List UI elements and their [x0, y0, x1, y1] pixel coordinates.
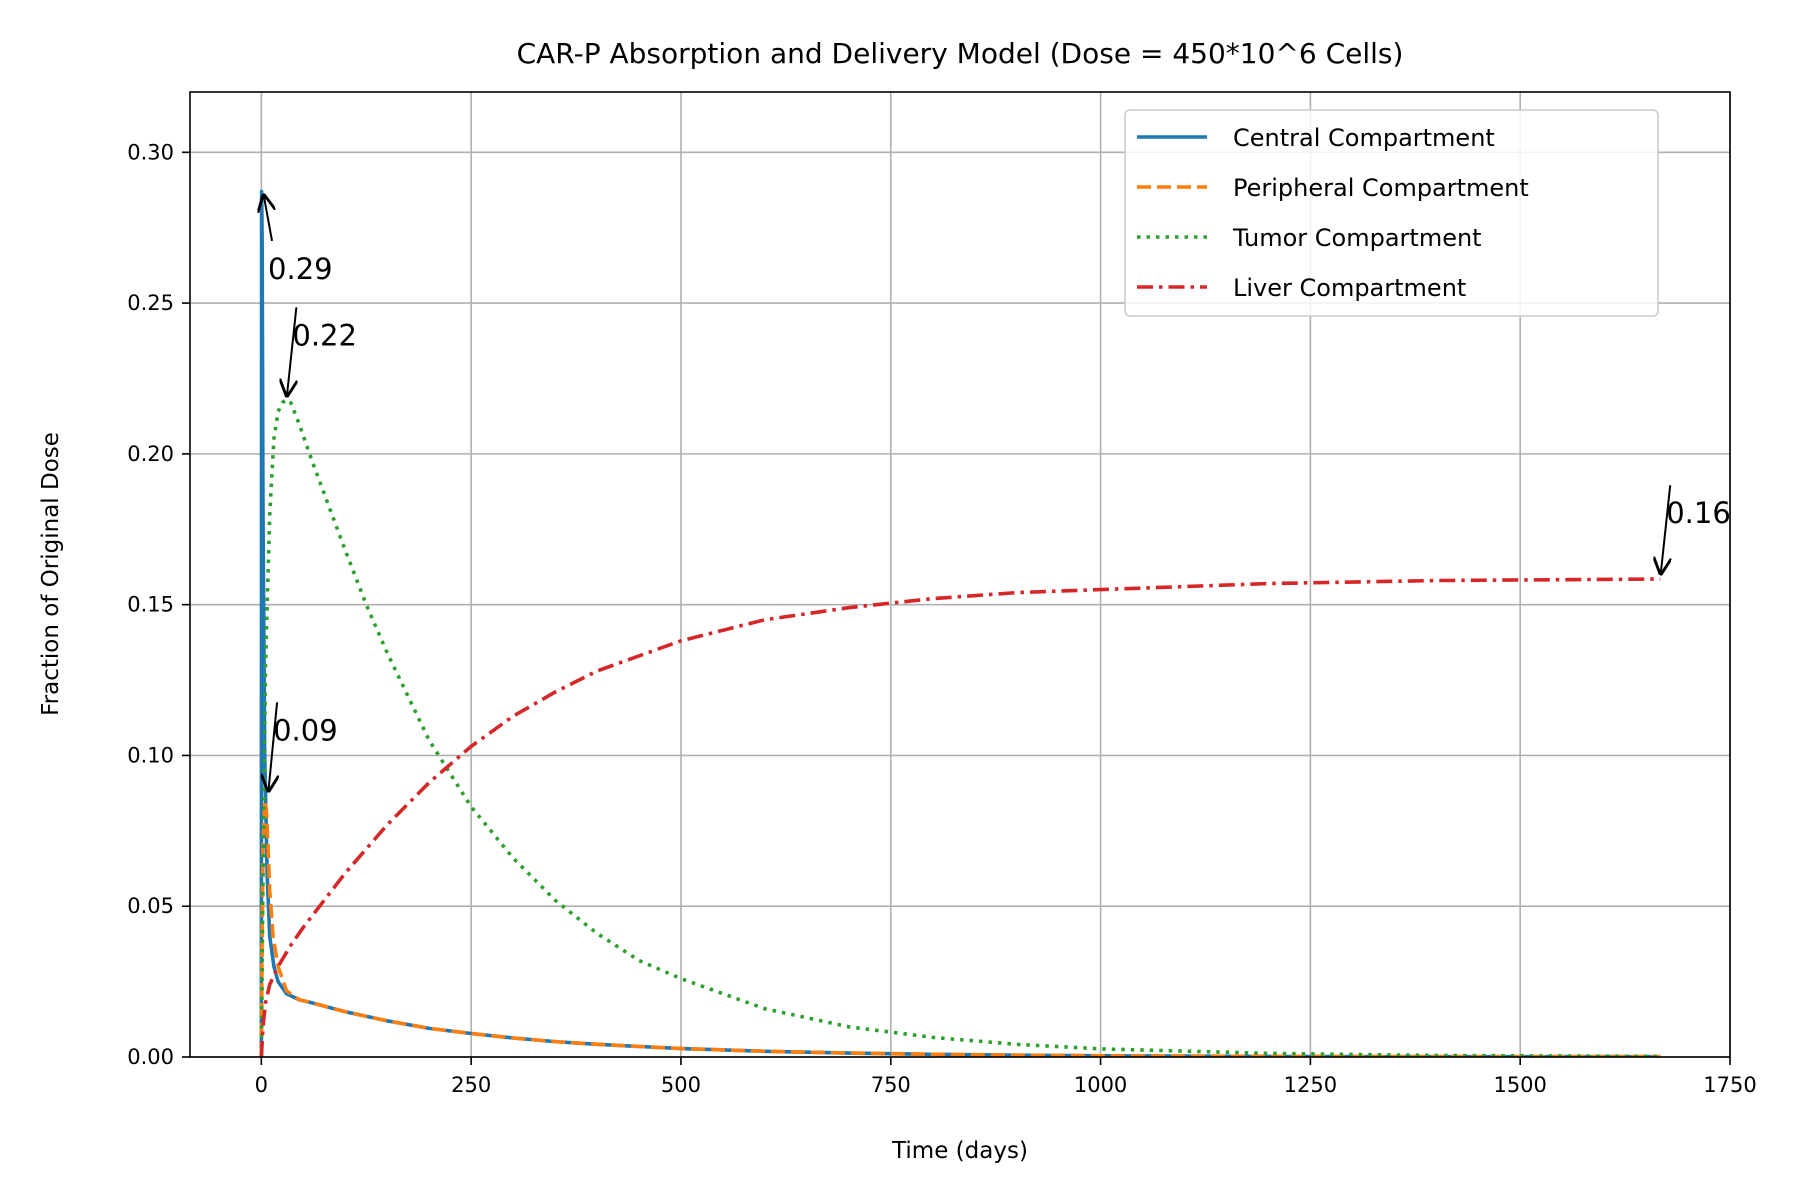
annotation-label: 0.16	[1666, 496, 1731, 530]
x-tick-label: 1750	[1703, 1073, 1756, 1097]
y-tick-label: 0.00	[127, 1045, 174, 1069]
x-tick-label: 1000	[1074, 1073, 1127, 1097]
series-line-liver-compartment	[259, 577, 1661, 1057]
annotation-arrow	[264, 195, 272, 242]
y-axis-label: Fraction of Original Dose	[38, 432, 64, 716]
legend: Central Compartment Peripheral Compartmen…	[1124, 109, 1659, 317]
x-tick-label: 750	[871, 1073, 911, 1097]
series-line-peripheral-compartment	[259, 798, 1661, 1057]
x-tick-label: 1250	[1284, 1073, 1337, 1097]
x-tick-label: 500	[661, 1073, 701, 1097]
chart-title: CAR-P Absorption and Delivery Model (Dos…	[517, 37, 1404, 70]
y-tick-label: 0.15	[127, 593, 174, 617]
annotation-label: 0.09	[273, 713, 338, 747]
annotation-label: 0.22	[292, 318, 357, 352]
legend-label: Liver Compartment	[1233, 274, 1466, 302]
axes: 0 250 500 750 1000 1250 1500 1750 0.00 0.05 0.10 0.…	[127, 140, 1756, 1097]
series-lines	[259, 189, 1661, 1057]
y-tick-label: 0.30	[127, 140, 174, 164]
x-tick-label: 250	[451, 1073, 491, 1097]
annotation-arrow	[1661, 485, 1670, 573]
legend-box	[1124, 109, 1659, 317]
plot-frame	[189, 91, 1731, 1058]
y-tick-label: 0.20	[127, 442, 174, 466]
y-tick-label: 0.25	[127, 291, 174, 315]
legend-label: Peripheral Compartment	[1233, 174, 1529, 202]
annotation-arrow	[268, 702, 277, 790]
legend-label: Tumor Compartment	[1232, 224, 1482, 252]
annotation-arrow	[287, 307, 296, 395]
x-axis-label: Time (days)	[891, 1138, 1028, 1164]
annotations: 0.29 0.22 0.09 0.16	[264, 195, 1731, 790]
x-tick-label: 0	[255, 1073, 268, 1097]
y-tick-label: 0.10	[127, 743, 174, 767]
y-tick-label: 0.05	[127, 894, 174, 918]
legend-label: Central Compartment	[1233, 124, 1495, 152]
annotation-label: 0.29	[268, 252, 333, 286]
x-tick-label: 1500	[1493, 1073, 1546, 1097]
